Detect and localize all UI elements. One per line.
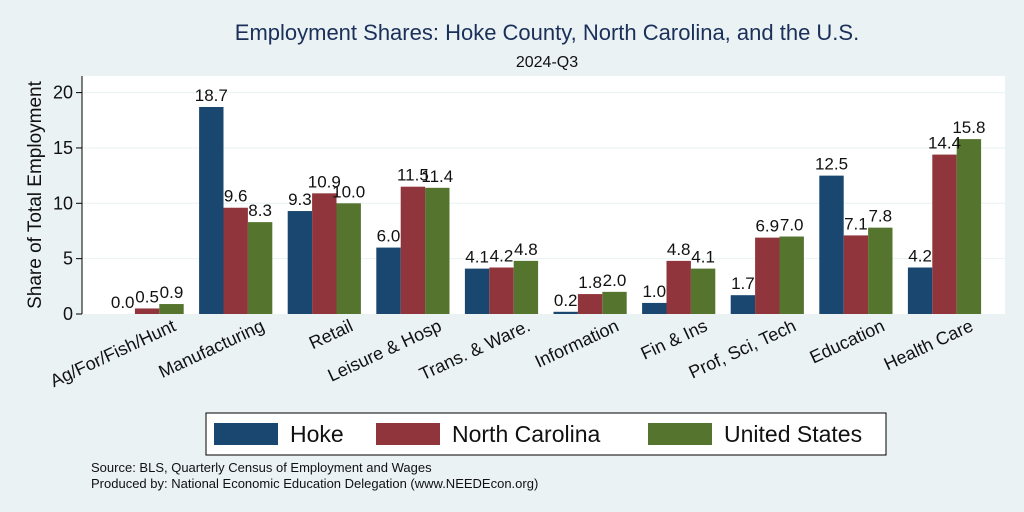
- source-note: Source: BLS, Quarterly Census of Employm…: [91, 460, 432, 475]
- bar: [159, 304, 184, 314]
- data-label: 0.9: [160, 283, 184, 302]
- data-label: 7.0: [780, 216, 804, 235]
- bar: [956, 139, 982, 314]
- data-label: 4.1: [465, 248, 489, 267]
- data-label: 8.3: [248, 201, 272, 220]
- data-label: 4.1: [691, 248, 715, 267]
- bar: [602, 291, 627, 314]
- data-label: 9.6: [224, 187, 248, 206]
- data-label: 18.7: [195, 86, 228, 105]
- data-label: 0.5: [135, 287, 159, 306]
- y-tick-label: 15: [53, 138, 73, 158]
- bar: [134, 308, 160, 314]
- data-label: 4.2: [908, 247, 932, 266]
- data-label: 11.5: [397, 166, 429, 185]
- bar: [690, 268, 716, 314]
- bar: [464, 268, 490, 314]
- bar: [425, 187, 450, 314]
- legend-swatch: [648, 423, 712, 445]
- legend-label: Hoke: [290, 421, 344, 447]
- bar: [489, 267, 514, 314]
- y-tick-label: 5: [63, 249, 73, 269]
- bar: [199, 106, 224, 314]
- y-tick-label: 10: [53, 193, 73, 213]
- data-label: 1.7: [731, 274, 755, 293]
- y-tick-label: 0: [63, 304, 73, 324]
- bar: [577, 294, 603, 314]
- bar: [819, 175, 844, 314]
- bar: [336, 203, 361, 314]
- bar: [287, 211, 313, 314]
- data-label: 6.0: [377, 227, 401, 246]
- bar: [400, 186, 426, 314]
- bar: [907, 267, 933, 314]
- bar: [755, 237, 780, 314]
- chart-title: Employment Shares: Hoke County, North Ca…: [235, 20, 859, 45]
- data-label: 0.2: [554, 291, 578, 310]
- bar: [843, 235, 869, 314]
- data-label: 0.0: [111, 293, 135, 312]
- legend: Hoke North Carolina United States: [205, 412, 887, 456]
- legend-box: [205, 412, 887, 456]
- bar: [312, 193, 337, 314]
- bar: [779, 236, 804, 314]
- bar: [376, 247, 401, 314]
- bar: [730, 295, 756, 314]
- data-label: 14.4: [928, 134, 961, 153]
- bar: [223, 207, 248, 314]
- producer-note: Produced by: National Economic Education…: [91, 476, 538, 491]
- bars: [134, 106, 982, 314]
- bar: [553, 311, 578, 314]
- bar: [247, 222, 273, 314]
- data-label: 15.8: [952, 118, 985, 137]
- bar: [932, 154, 957, 314]
- data-label: 9.3: [288, 190, 312, 209]
- data-label: 1.8: [578, 273, 602, 292]
- bar: [513, 260, 539, 314]
- y-axis-label: Share of Total Employment: [25, 80, 46, 308]
- data-label: 7.1: [844, 214, 868, 233]
- chart-subtitle: 2024-Q3: [516, 54, 578, 71]
- legend-label: North Carolina: [452, 421, 600, 447]
- data-labels: 0.0 0.5 0.9 18.7 9.68.3 9.310.910.0 6.0 11.511.…: [111, 86, 986, 312]
- data-label: 1.0: [642, 282, 666, 301]
- y-axis-ticks: 0 5 10 15 20: [53, 83, 82, 324]
- data-label: 7.8: [868, 207, 892, 226]
- y-tick-label: 20: [53, 83, 73, 103]
- data-label: 4.8: [667, 240, 691, 259]
- bar: [666, 260, 691, 314]
- legend-label: United States: [724, 421, 862, 447]
- data-label: 4.8: [514, 240, 538, 259]
- bar: [642, 302, 667, 314]
- data-label: 10.0: [332, 182, 365, 201]
- bar: [868, 227, 893, 314]
- data-label: 4.2: [490, 247, 514, 266]
- data-label: 12.5: [815, 155, 848, 174]
- data-label: 10.9: [308, 172, 341, 191]
- legend-swatch: [376, 423, 440, 445]
- data-label: 2.0: [603, 271, 627, 290]
- legend-swatch: [214, 423, 278, 445]
- data-label: 6.9: [755, 217, 779, 236]
- data-label: 11.4: [421, 167, 453, 186]
